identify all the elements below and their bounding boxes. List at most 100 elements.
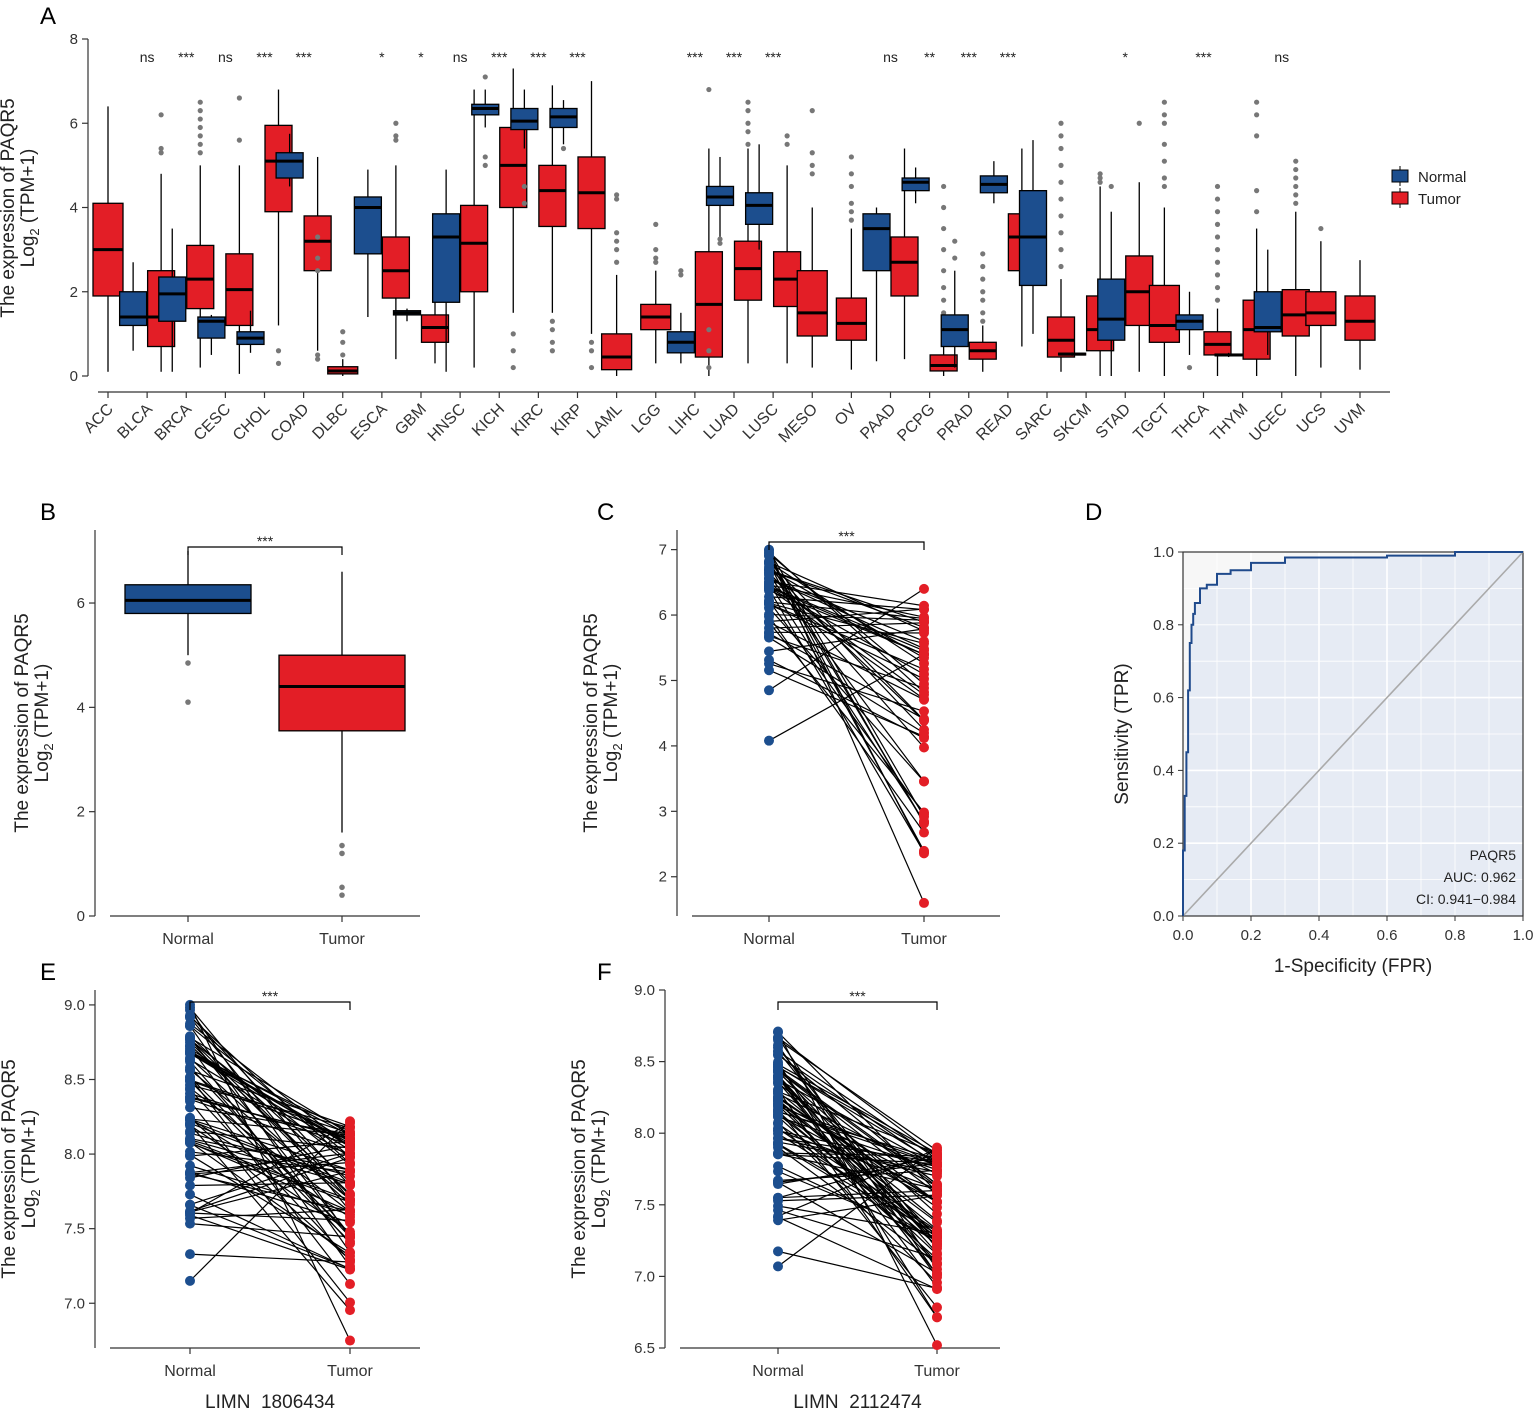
tumor-point (932, 1217, 942, 1228)
y-tick-label: 4 (70, 200, 78, 217)
y-axis-label-line2: Log2 (TPM+1) (19, 1110, 43, 1229)
tumor-point (919, 625, 929, 636)
outlier-point (980, 318, 986, 324)
roc-curve (1182, 551, 1523, 916)
normal-box (431, 213, 461, 303)
normal-point (773, 1215, 783, 1226)
normal-point (764, 582, 774, 593)
y-axis-label-line2: Log2 (TPM+1) (601, 664, 625, 783)
pair-line (768, 601, 925, 620)
y-axis-label-unit: (TPM+1) (32, 664, 53, 744)
x-tick-label: KICH (469, 401, 508, 440)
x-tick-label: 0.4 (1309, 927, 1330, 944)
outlier-point (717, 236, 723, 242)
normal-point (764, 654, 774, 665)
outlier-point (1214, 209, 1221, 215)
pair-line (777, 1037, 938, 1157)
outlier-point (588, 348, 595, 354)
significance-label: ** (924, 49, 935, 65)
y-tick-label: 9.0 (634, 982, 655, 999)
plot-border (1182, 551, 1524, 917)
pair-line (189, 1204, 351, 1270)
tumor-box (303, 215, 332, 272)
outlier-point (941, 310, 947, 316)
pair-line (777, 1047, 938, 1245)
pair-line (768, 607, 925, 782)
significance-label: ns (883, 49, 898, 65)
pair-line (768, 596, 925, 611)
normal-point (764, 735, 774, 746)
outlier-point (482, 154, 488, 160)
tumor-point (345, 1279, 355, 1290)
y-tick-label: 0.2 (1153, 835, 1174, 852)
normal-point (773, 1026, 783, 1037)
pair-line (777, 1194, 938, 1221)
pair-line (768, 555, 925, 824)
outlier-point (848, 217, 854, 223)
outlier-point (952, 255, 958, 261)
pair-line (189, 1223, 351, 1238)
outlier-point (236, 137, 242, 143)
normal-point (185, 1039, 195, 1050)
x-tick-label: Normal (164, 1363, 216, 1380)
normal-point (773, 1205, 783, 1216)
significance-bracket (777, 1001, 938, 1010)
y-tick-label: 7.5 (64, 1221, 85, 1238)
y-axis-label-subscript: 2 (598, 1189, 613, 1196)
roc-gene-label: PAQR5 (1470, 847, 1517, 863)
outlier-point (1214, 259, 1221, 265)
panel-letter-d: D (1085, 499, 1102, 526)
x-tick-label: LUAD (701, 401, 743, 443)
outlier-point (1161, 120, 1167, 126)
tumor-box (1305, 291, 1337, 327)
outlier-point (275, 348, 282, 354)
pair-line (777, 1152, 938, 1157)
outlier-point (549, 348, 555, 354)
tumor-point (919, 604, 929, 615)
pair-line (777, 1137, 938, 1177)
outlier-point (1293, 166, 1299, 173)
significance-label: ns (453, 49, 468, 65)
x-tick-label: LAML (584, 401, 626, 443)
normal-point (773, 1246, 783, 1257)
outlier-point (1214, 247, 1221, 253)
x-tick-label: LGG (629, 401, 665, 437)
outlier-point (510, 331, 516, 337)
pair-lines (777, 1031, 938, 1346)
outlier-point (745, 141, 751, 147)
tumor-point (919, 583, 929, 594)
normal-point (764, 628, 774, 639)
tumor-box (796, 270, 828, 337)
normal-point (773, 1161, 783, 1172)
outlier-point (1214, 183, 1221, 190)
outlier-point (706, 348, 712, 354)
outlier-point (549, 339, 555, 345)
outlier-point (717, 240, 723, 246)
outlier-point (1058, 162, 1064, 168)
tumor-point (919, 742, 929, 753)
outlier-point (1136, 120, 1142, 126)
significance-label: *** (765, 49, 782, 65)
outlier-point (315, 268, 321, 274)
y-axis-label-line1: The expression of PAQR5 (0, 1059, 20, 1278)
significance-label: *** (178, 49, 195, 65)
diagonal-reference-line (1182, 551, 1524, 917)
pair-line (768, 663, 925, 712)
pair-line (768, 622, 925, 629)
normal-point (185, 1249, 195, 1260)
y-tick-label: 0.4 (1153, 762, 1174, 779)
pair-line (768, 588, 925, 853)
outlier-point (653, 259, 659, 265)
normal-box (1253, 291, 1282, 333)
y-tick-label: 2 (77, 804, 85, 821)
pair-line (777, 1170, 938, 1239)
roc-auc-label: AUC: 0.962 (1444, 869, 1517, 885)
outlier-point (340, 329, 346, 335)
pair-line (189, 1051, 351, 1143)
outlier-point (848, 209, 854, 215)
tumor-point (932, 1142, 942, 1153)
outlier-point (315, 234, 321, 240)
outlier-point (745, 129, 751, 135)
outlier-point (980, 297, 986, 303)
y-tick-label: 2 (70, 284, 78, 301)
